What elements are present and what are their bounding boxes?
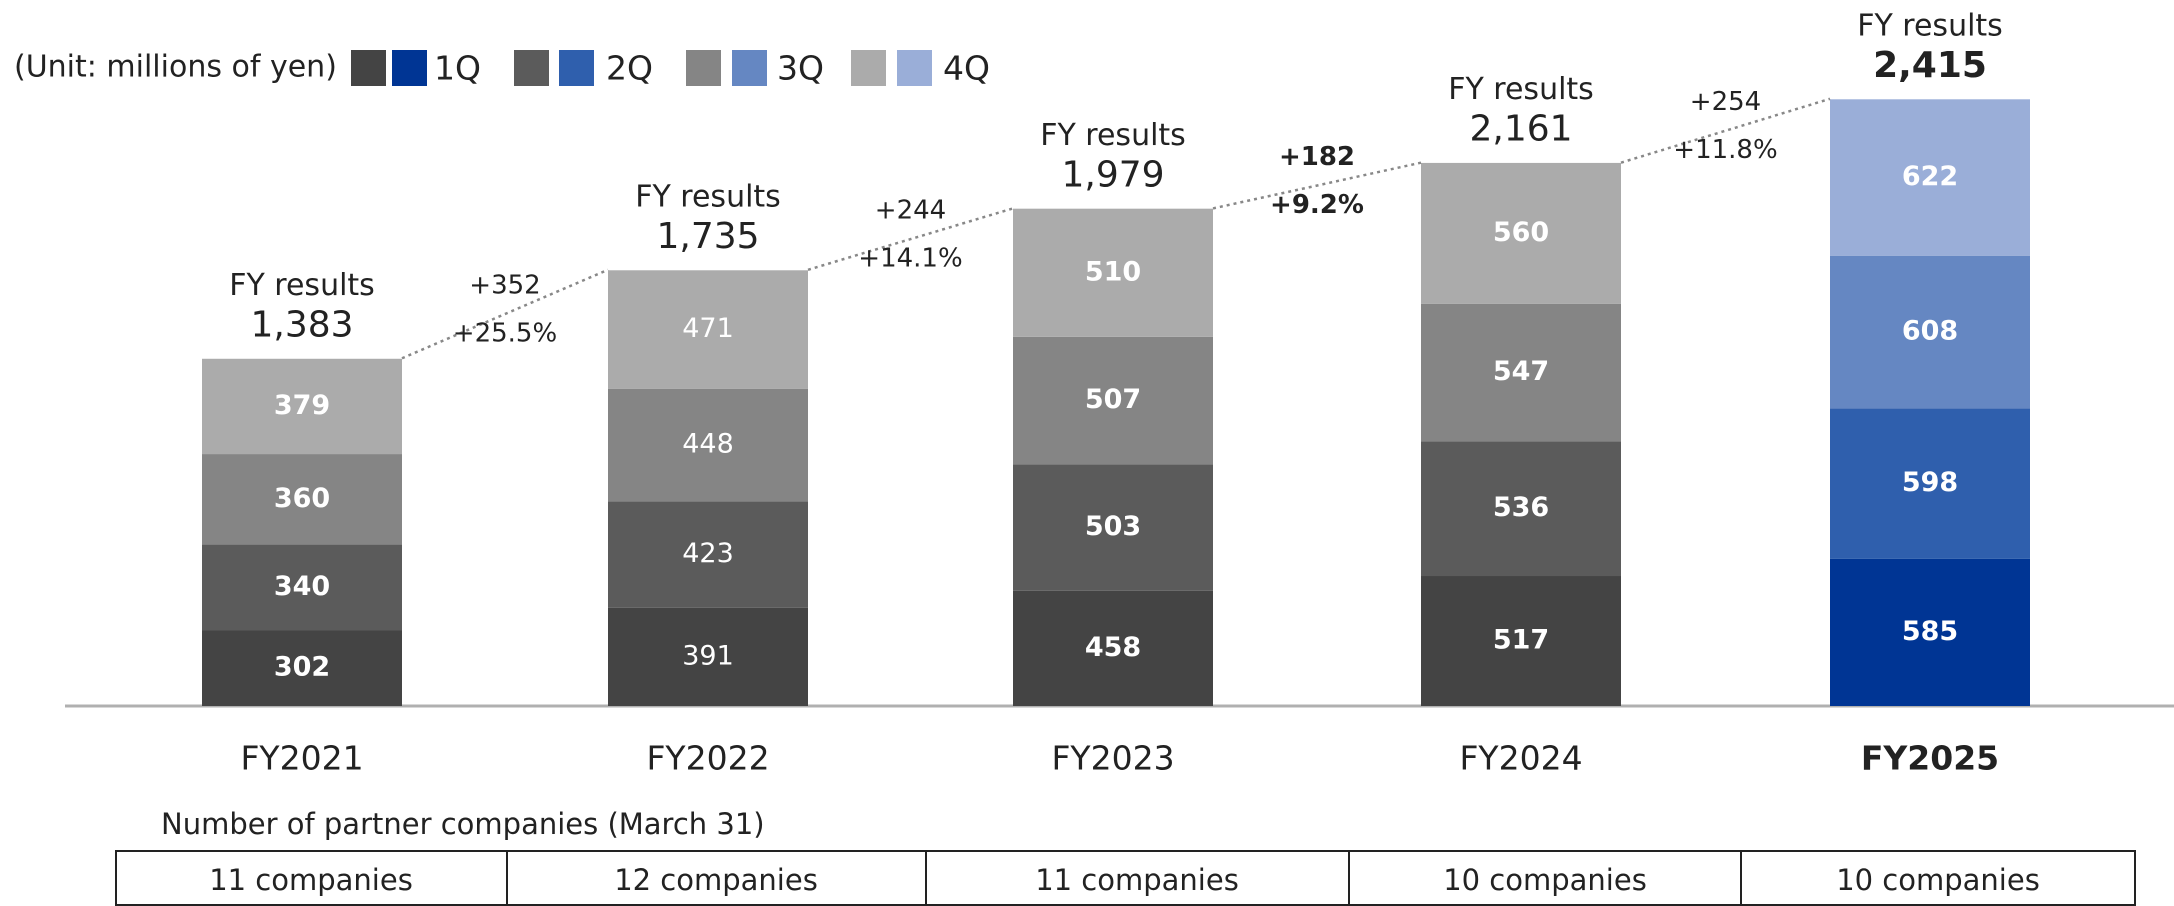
- total-label: 2,161: [1469, 109, 1572, 150]
- value-label: 608: [1902, 316, 1958, 347]
- bar-segment: [1013, 336, 1213, 465]
- bar-segment: [608, 607, 808, 706]
- growth-pct: +9.2%: [1270, 190, 1364, 220]
- bar-segment: [1830, 408, 2030, 559]
- legend-swatch: [686, 50, 721, 86]
- bar-segment: [1830, 558, 2030, 706]
- total-title: FY results: [635, 179, 781, 214]
- legend-swatch: [392, 50, 427, 86]
- growth-abs: +182: [1279, 142, 1355, 172]
- total-label: 1,735: [656, 216, 759, 257]
- bar-segment: [1421, 303, 1621, 442]
- legend-swatch: [732, 50, 767, 86]
- bar-segment: [202, 544, 402, 631]
- legend-swatch: [897, 50, 932, 86]
- table-cell: 10 companies: [1443, 863, 1647, 897]
- value-label: 536: [1493, 492, 1549, 523]
- value-label: 448: [682, 429, 734, 460]
- value-label: 302: [274, 652, 330, 683]
- bar-segment: [1421, 162, 1621, 304]
- growth-connector: [807, 207, 1014, 271]
- total-label: 2,415: [1873, 45, 1987, 86]
- growth-abs: +244: [875, 196, 946, 226]
- value-label: 598: [1902, 467, 1958, 498]
- x-tick-label: FY2024: [1459, 739, 1582, 778]
- bar-segment: [1013, 590, 1213, 706]
- value-label: 510: [1085, 256, 1141, 287]
- unit-label: (Unit: millions of yen): [14, 50, 337, 85]
- bar-segment: [1013, 208, 1213, 337]
- growth-pct: +11.8%: [1673, 135, 1777, 165]
- table-cell: 12 companies: [614, 863, 818, 897]
- bar-segment: [202, 630, 402, 706]
- growth-pct: +25.5%: [453, 319, 557, 349]
- bar-segment: [202, 358, 402, 455]
- x-tick-label: FY2021: [240, 739, 363, 778]
- legend-label: 3Q: [777, 49, 824, 88]
- table-cell: 11 companies: [1035, 863, 1239, 897]
- x-tick-label: FY2022: [646, 739, 769, 778]
- total-title: FY results: [1040, 118, 1186, 153]
- legend-label: 4Q: [943, 49, 990, 88]
- value-label: 560: [1493, 217, 1549, 248]
- value-label: 340: [274, 571, 330, 602]
- value-label: 507: [1085, 384, 1141, 415]
- bar-segment: [1013, 464, 1213, 591]
- legend-label: 1Q: [434, 49, 481, 88]
- value-label: 547: [1493, 356, 1549, 387]
- value-label: 517: [1493, 625, 1549, 656]
- table-cell: 10 companies: [1836, 863, 2040, 897]
- bar-segment: [1421, 441, 1621, 577]
- total-title: FY results: [1857, 8, 2003, 43]
- bar-segment: [608, 501, 808, 608]
- bar-segment: [608, 388, 808, 502]
- value-label: 471: [682, 313, 734, 344]
- growth-abs: +352: [469, 271, 540, 301]
- total-label: 1,979: [1061, 154, 1164, 195]
- bar-segment: [1830, 255, 2030, 409]
- value-label: 585: [1902, 616, 1958, 647]
- growth-connector: [401, 268, 609, 360]
- legend-label: 2Q: [606, 49, 653, 88]
- x-tick-label: FY2023: [1051, 739, 1174, 778]
- legend-swatch: [351, 50, 386, 86]
- table-title: Number of partner companies (March 31): [161, 807, 765, 841]
- value-label: 360: [274, 483, 330, 514]
- table-border: [115, 850, 2136, 906]
- legend-swatch: [851, 50, 886, 86]
- x-tick-label: FY2025: [1861, 739, 1999, 778]
- value-label: 458: [1085, 632, 1141, 663]
- value-label: 379: [274, 390, 330, 421]
- legend-swatch: [514, 50, 549, 86]
- value-label: 622: [1902, 161, 1958, 192]
- growth-pct: +14.1%: [858, 244, 962, 274]
- total-title: FY results: [229, 268, 375, 303]
- total-label: 1,383: [250, 304, 353, 345]
- growth-abs: +254: [1690, 87, 1761, 117]
- bar-segment: [1421, 576, 1621, 706]
- bar-segment: [202, 454, 402, 545]
- legend-swatch: [559, 50, 594, 86]
- total-title: FY results: [1448, 72, 1594, 107]
- bar-segment: [608, 270, 808, 389]
- table-cell: 11 companies: [209, 863, 413, 897]
- value-label: 503: [1085, 511, 1141, 542]
- value-label: 391: [682, 640, 734, 671]
- value-label: 423: [682, 538, 734, 569]
- growth-connector: [1212, 161, 1422, 210]
- growth-connector: [1620, 97, 1831, 164]
- bar-segment: [1830, 99, 2030, 256]
